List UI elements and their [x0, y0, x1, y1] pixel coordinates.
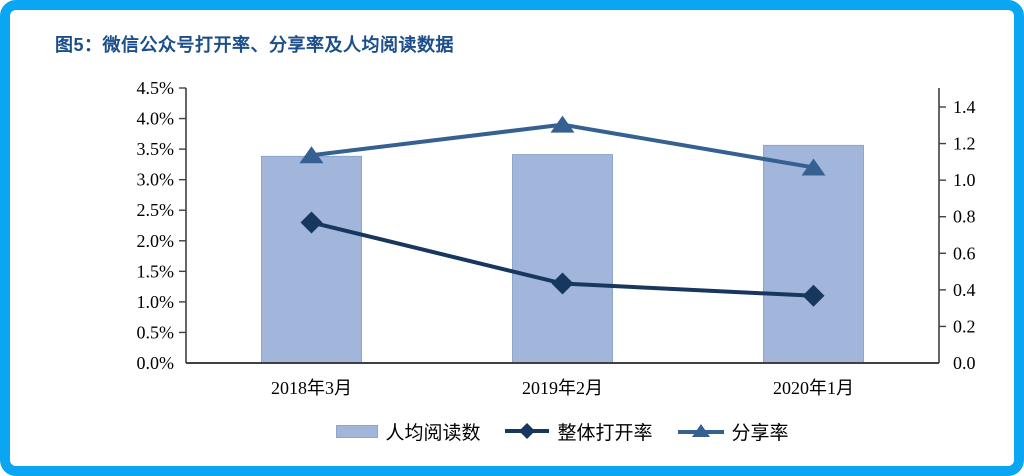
- right-axis-label: 0.8: [953, 207, 976, 227]
- left-axis-label: 3.0%: [137, 170, 175, 190]
- legend-item-share-rate: 分享率: [677, 418, 789, 445]
- bar-2018年3月: [261, 155, 362, 364]
- diamond-marker-2018年3月: [300, 211, 323, 234]
- right-axis-label: 0.4: [953, 280, 976, 300]
- triangle-marker-2019年2月: [550, 115, 575, 133]
- right-axis-label: 0.2: [953, 316, 976, 336]
- triangle-line-icon: [677, 424, 724, 437]
- diamond-marker-2019年2月: [551, 272, 574, 295]
- chart-title: 图5：微信公众号打开率、分享率及人均阅读数据: [55, 35, 455, 55]
- left-axis-label: 2.5%: [137, 200, 175, 220]
- left-axis-label: 0.0%: [137, 353, 175, 373]
- legend-item-open-rate: 整体打开率: [504, 418, 653, 445]
- right-axis-label: 1.4: [953, 97, 976, 117]
- legend-label: 整体打开率: [557, 422, 653, 444]
- left-axis-label: 4.0%: [137, 109, 175, 129]
- legend-label: 分享率: [731, 422, 789, 444]
- x-axis-label: 2018年3月: [271, 378, 352, 398]
- left-axis-label: 3.5%: [137, 139, 175, 159]
- bar-swatch-icon: [336, 424, 379, 438]
- triangle-marker-2020年1月: [801, 158, 826, 176]
- triangle-marker-2018年3月: [299, 146, 324, 164]
- left-axis-label: 4.5%: [137, 78, 175, 98]
- chart-legend: 人均阅读数 整体打开率 分享率: [186, 417, 939, 445]
- diamond-line-icon: [505, 423, 550, 439]
- x-axis-label: 2019年2月: [522, 378, 603, 398]
- left-axis-label: 1.0%: [137, 292, 175, 312]
- diamond-marker-2020年1月: [802, 284, 825, 307]
- right-axis-label: 0.6: [953, 243, 976, 263]
- x-axis-label: 2020年1月: [773, 378, 854, 398]
- bar-2020年1月: [763, 144, 864, 364]
- legend-item-reads: 人均阅读数: [336, 418, 480, 445]
- right-axis-label: 1.2: [953, 134, 976, 154]
- right-axis-label: 0.0: [953, 353, 976, 373]
- legend-label: 人均阅读数: [385, 422, 481, 444]
- right-axis-label: 1.0: [953, 170, 976, 190]
- bar-2019年2月: [512, 154, 613, 364]
- left-axis-label: 1.5%: [137, 261, 175, 281]
- left-axis-label: 0.5%: [137, 322, 175, 342]
- left-axis-label: 2.0%: [137, 231, 175, 251]
